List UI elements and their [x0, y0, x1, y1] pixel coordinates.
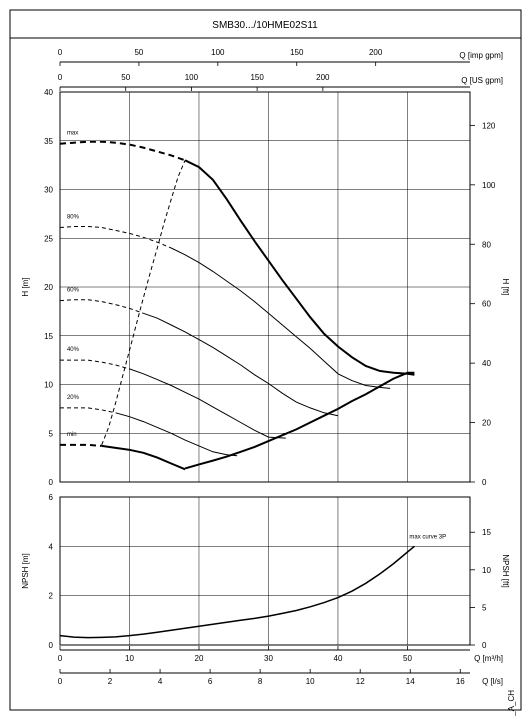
head-y-tick-label: 40: [44, 88, 53, 97]
head-curve: [60, 443, 102, 447]
npsh-y-tick-label: 6: [49, 493, 54, 502]
npsh-plot-area: [59, 496, 471, 646]
axes: 0510152025303540020406080100120024605101…: [44, 48, 503, 686]
flow-tick-label: 150: [290, 48, 304, 57]
series-labels: max 80% 60% 40% 20% min max curve 3P: [67, 131, 446, 541]
flow-tick-label: 0: [58, 654, 63, 663]
head-y-tick-label: 20: [44, 283, 53, 292]
npsh-right-axis-label: NPSH [ft]: [501, 554, 510, 587]
flow-tick-label: 6: [208, 677, 213, 686]
npsh-y-axis-label: NPSH [m]: [21, 553, 30, 589]
npsh-right-tick-label: 15: [482, 528, 491, 537]
flow-tick-label: 14: [406, 677, 415, 686]
flow-tick-label: 100: [185, 73, 199, 82]
head-curve: [184, 371, 415, 470]
chart-title: SMB30.../10HME02S11: [212, 20, 318, 31]
head-curve: [101, 444, 186, 471]
npsh-curve: [59, 545, 415, 639]
grid-lines: [60, 92, 470, 645]
head-y-tick-label: 10: [44, 381, 53, 390]
series-label: max: [67, 131, 78, 137]
series-label: 80%: [67, 215, 80, 221]
head-y-tick-label: 30: [44, 186, 53, 195]
head-y-tick-label: 25: [44, 234, 53, 243]
head-y-tick-label: 5: [49, 429, 54, 438]
flow-tick-label: 30: [264, 654, 273, 663]
flow-tick-label: 200: [316, 73, 330, 82]
head-curve: [184, 159, 415, 376]
head-curve: [129, 368, 286, 439]
head-y-tick-label: 35: [44, 137, 53, 146]
flow-tick-label: 10: [306, 677, 315, 686]
flow-tick-label: 10: [125, 654, 134, 663]
series-label: max curve 3P: [409, 534, 446, 540]
npsh-right-tick-label: 0: [482, 641, 487, 650]
flow-tick-label: 4: [158, 677, 163, 686]
flow-tick-label: 50: [134, 48, 143, 57]
npsh-y-tick-label: 0: [49, 641, 54, 650]
head-y-tick-label: 15: [44, 332, 53, 341]
flow-tick-label: 100: [211, 48, 225, 57]
head-curve: [143, 312, 339, 417]
outer-frame: [9, 9, 522, 711]
flow-tick-label: 150: [250, 73, 264, 82]
head-curve: [170, 247, 391, 389]
npsh-y-tick-label: 2: [49, 592, 54, 601]
flow-tick-label: 2: [108, 677, 113, 686]
head-curve: [101, 160, 186, 446]
flow-tick-label: 40: [334, 654, 343, 663]
head-right-axis-label: H [ft]: [501, 279, 510, 296]
figure-code: A0234_A_CH: [507, 690, 516, 716]
flow-tick-label: 12: [356, 677, 365, 686]
head-right-tick-label: 20: [482, 419, 491, 428]
flow-axis-label: Q [l/s]: [482, 677, 503, 686]
series-label: min: [67, 432, 77, 438]
npsh-right-tick-label: 5: [482, 603, 487, 612]
flow-axis-label: Q [m³/h]: [474, 654, 503, 663]
head-right-tick-label: 60: [482, 300, 491, 309]
head-curve: [59, 226, 172, 249]
head-right-tick-label: 0: [482, 478, 487, 487]
npsh-right-tick-label: 10: [482, 566, 491, 575]
series-label: 60%: [67, 288, 80, 294]
flow-tick-label: 0: [58, 48, 63, 57]
head-right-tick-label: 120: [482, 121, 496, 130]
flow-tick-label: 50: [121, 73, 130, 82]
flow-axis-label: Q [US gpm]: [461, 76, 503, 85]
series-label: 20%: [67, 395, 80, 401]
npsh-y-tick-label: 4: [49, 542, 54, 551]
flow-tick-label: 0: [58, 73, 63, 82]
series-lines: [59, 140, 415, 639]
head-y-tick-label: 0: [49, 478, 54, 487]
flow-tick-label: 0: [58, 677, 63, 686]
head-curve: [115, 412, 238, 457]
flow-tick-label: 50: [403, 654, 412, 663]
head-right-tick-label: 100: [482, 181, 496, 190]
head-curve: [59, 299, 144, 314]
flow-tick-label: 16: [456, 677, 465, 686]
flow-tick-label: 8: [258, 677, 263, 686]
head-y-axis-label: H [m]: [21, 277, 30, 296]
head-right-tick-label: 80: [482, 240, 491, 249]
flow-tick-label: 200: [369, 48, 383, 57]
flow-axis-label: Q [imp gpm]: [459, 51, 503, 60]
head-curve: [59, 140, 186, 162]
flow-tick-label: 20: [195, 654, 204, 663]
head-right-tick-label: 40: [482, 359, 491, 368]
series-label: 40%: [67, 347, 80, 353]
head-curve: [60, 407, 116, 414]
head-curve: [60, 359, 130, 370]
